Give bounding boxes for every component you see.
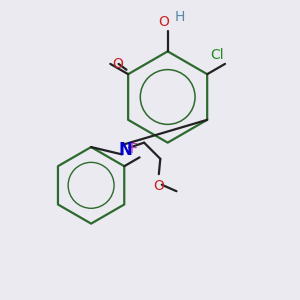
Text: Cl: Cl [210, 48, 224, 62]
Text: O: O [112, 57, 123, 71]
Text: F: F [130, 142, 138, 157]
Text: O: O [158, 15, 169, 29]
Text: N: N [118, 141, 132, 159]
Text: H: H [174, 10, 184, 24]
Text: O: O [153, 179, 164, 194]
